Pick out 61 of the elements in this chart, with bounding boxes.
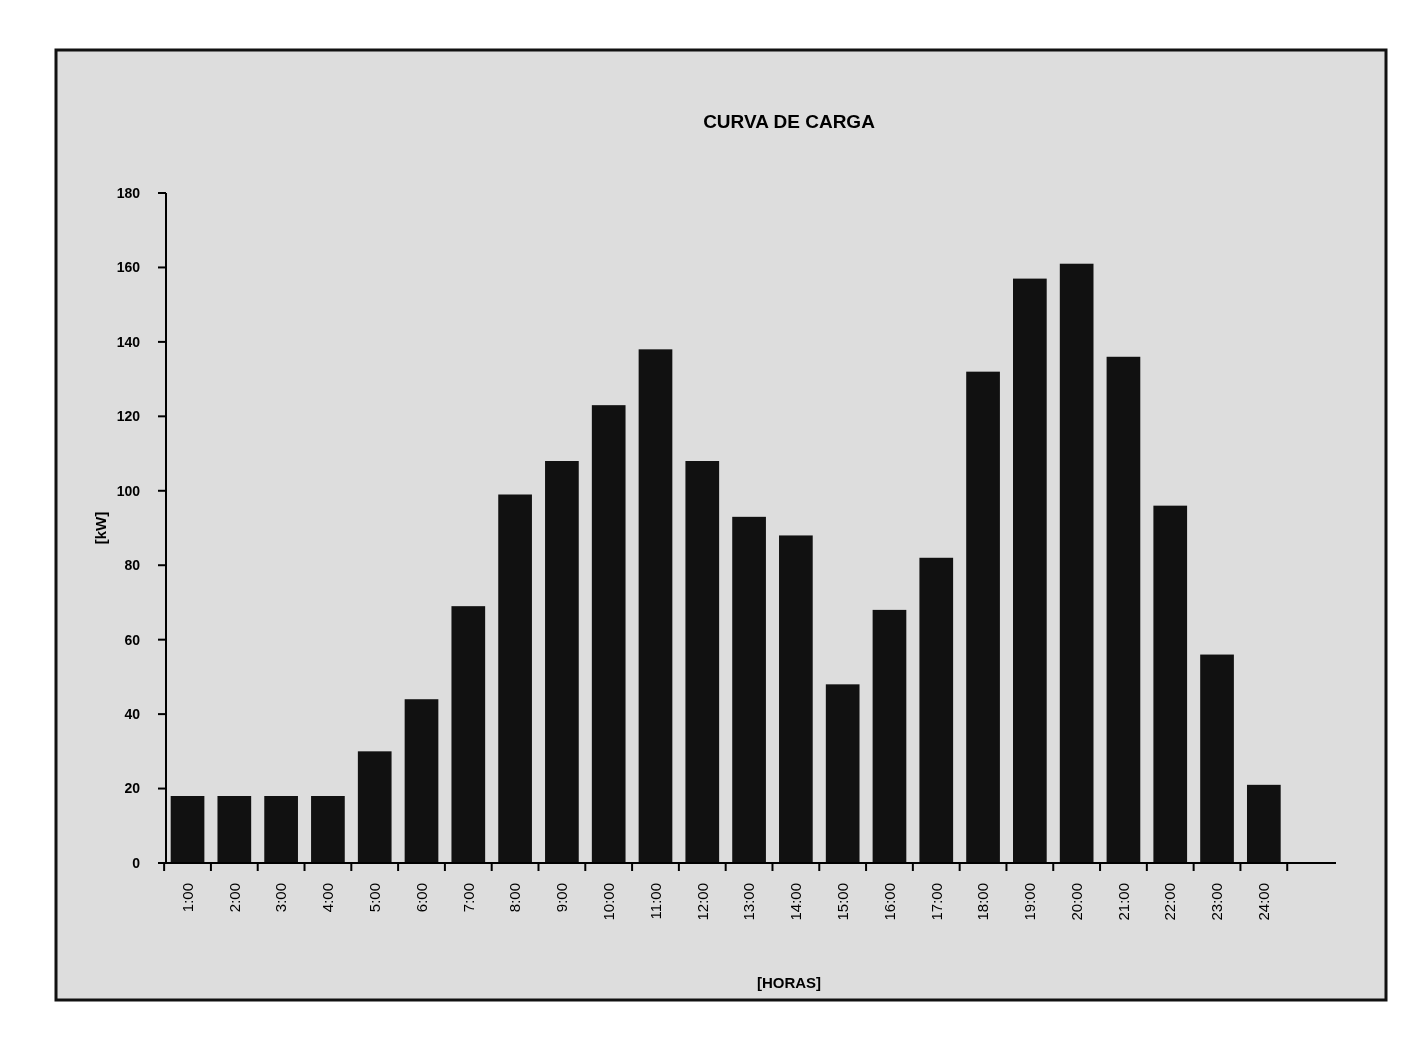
bar (919, 557, 954, 863)
chart-title: CURVA DE CARGA (703, 111, 876, 132)
bar (1059, 263, 1094, 863)
y-tick-label: 120 (116, 408, 141, 425)
x-tick-label: 23:00 (1208, 883, 1226, 921)
x-tick-label: 21:00 (1114, 883, 1132, 921)
y-tick-label: 160 (116, 259, 141, 276)
bar (404, 699, 439, 863)
bar (498, 494, 532, 863)
bar (357, 751, 392, 863)
y-tick-label: 140 (116, 333, 141, 350)
bar (1106, 356, 1141, 863)
x-tick-label: 17:00 (927, 883, 945, 921)
bar (779, 535, 813, 863)
bar (217, 796, 252, 863)
bar (1153, 505, 1188, 863)
bar (685, 461, 720, 863)
bar (545, 461, 579, 863)
x-tick-label: 4:00 (319, 883, 337, 913)
x-tick-label: 7:00 (459, 883, 477, 913)
bar (966, 371, 1000, 863)
x-tick-label: 11:00 (646, 883, 664, 920)
x-tick-label: 12:00 (693, 883, 711, 921)
y-tick-label: 80 (124, 557, 141, 574)
bar (732, 516, 766, 863)
bar (872, 609, 907, 863)
x-tick-label: 2:00 (225, 883, 243, 913)
bar (825, 684, 860, 863)
x-axis-title: [HORAS] (756, 974, 822, 991)
y-tick-label: 100 (116, 482, 141, 499)
x-tick-label: 13:00 (740, 883, 758, 921)
y-tick-label: 60 (124, 631, 141, 648)
bar (170, 796, 205, 863)
x-tick-label: 6:00 (412, 883, 430, 913)
x-tick-label: 18:00 (974, 883, 992, 921)
x-tick-label: 20:00 (1067, 883, 1085, 921)
x-tick-label: 10:00 (599, 883, 617, 921)
x-tick-label: 24:00 (1255, 883, 1273, 921)
bar (591, 405, 626, 863)
bar (638, 349, 673, 863)
bar (1246, 784, 1281, 863)
x-tick-label: 5:00 (365, 883, 383, 913)
bar (264, 796, 298, 863)
y-tick-label: 180 (116, 184, 141, 201)
x-tick-label: 16:00 (880, 883, 898, 921)
x-tick-label: 19:00 (1021, 883, 1039, 921)
x-tick-label: 14:00 (787, 883, 805, 921)
x-tick-label: 9:00 (553, 883, 571, 913)
x-tick-label: 15:00 (833, 883, 851, 921)
y-tick-label: 20 (124, 780, 141, 797)
x-tick-label: 8:00 (506, 883, 524, 913)
x-tick-label: 1:00 (178, 883, 196, 913)
y-axis-title: [kW] (92, 511, 109, 545)
x-tick-label: 22:00 (1161, 883, 1179, 921)
bar (451, 606, 486, 863)
bar (1013, 278, 1047, 863)
x-tick-label: 3:00 (272, 883, 290, 913)
bar (1200, 654, 1234, 863)
y-tick-label: 40 (124, 706, 141, 723)
y-tick-label: 0 (132, 854, 141, 871)
bar (311, 796, 345, 863)
